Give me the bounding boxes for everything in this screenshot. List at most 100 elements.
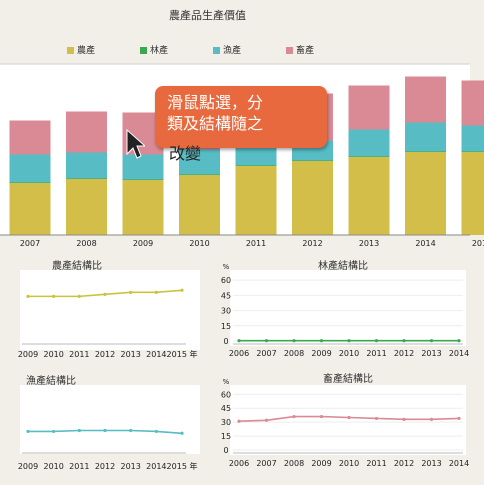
- x-tick-label-2009: 2009: [18, 462, 38, 471]
- bar-segment-2011-2: [235, 145, 277, 166]
- x-tick-label-2010: 2010: [43, 462, 63, 471]
- bar-x-label-2015: 2015: [472, 239, 484, 248]
- bar-segment-2013-0: [348, 157, 390, 235]
- bar-segment-2010-2: [179, 149, 220, 175]
- data-point-2-2009: [319, 339, 324, 343]
- legend-swatch: [213, 47, 220, 54]
- bar-segment-2008-3: [66, 111, 107, 153]
- bar-segment-2010-0: [179, 175, 220, 235]
- x-tick-label-2007: 2007: [256, 349, 276, 358]
- x-tick-label-2012: 2012: [394, 349, 414, 358]
- x-tick-label-2015: 2015 年: [167, 349, 198, 359]
- data-point-2-2006: [237, 339, 241, 343]
- bar-segment-2014-2: [405, 122, 446, 152]
- panel-farm: [20, 270, 200, 350]
- farm-ratio-title: 農產結構比: [52, 261, 102, 272]
- bar-x-label-2011: 2011: [246, 239, 266, 248]
- x-tick-label-2012: 2012: [394, 459, 414, 468]
- data-point-2-2008: [292, 339, 296, 343]
- bar-segment-2010-1: [179, 174, 220, 175]
- legend-swatch: [67, 47, 74, 54]
- x-tick-label-2010: 2010: [339, 459, 359, 468]
- data-point-1-2012: [103, 292, 107, 296]
- bar-segment-2009-0: [122, 180, 164, 235]
- bar-x-label-2009: 2009: [133, 239, 153, 248]
- fishery-ratio-title: 漁產結構比: [26, 376, 76, 387]
- bar-x-label-2007: 2007: [20, 239, 40, 248]
- y-tick-label-15: 15: [221, 322, 231, 331]
- data-point-1-2014: [154, 290, 158, 294]
- y-tick-label-60: 60: [221, 390, 231, 399]
- legend-item-livestock[interactable]: 畜產: [286, 43, 314, 56]
- x-tick-label-2010: 2010: [43, 350, 63, 359]
- x-tick-label-2009: 2009: [18, 350, 38, 359]
- legend-item-farm[interactable]: 農產: [67, 43, 95, 56]
- bar-segment-2008-1: [66, 178, 107, 179]
- bar-segment-2012-0: [292, 161, 333, 235]
- data-point-4-2014: [457, 416, 461, 421]
- bar-segment-2015-2: [461, 125, 484, 152]
- x-tick-label-2013: 2013: [421, 459, 441, 468]
- tooltip-callout: 滑鼠點選，分 類及結構隨之 改變: [155, 86, 327, 163]
- bar-segment-2014-0: [405, 152, 446, 235]
- y-tick-label-30: 30: [221, 307, 231, 316]
- x-tick-label-2011: 2011: [69, 350, 89, 359]
- bar-segment-2014-3: [405, 76, 446, 123]
- bar-segment-2008-0: [66, 179, 107, 235]
- bar-x-label-2014: 2014: [415, 239, 435, 248]
- bar-x-label-2013: 2013: [359, 239, 379, 248]
- bar-segment-2011-1: [235, 165, 277, 166]
- data-point-4-2008: [292, 414, 296, 419]
- data-point-1-2009: [26, 294, 30, 298]
- legend-swatch: [140, 47, 147, 54]
- bar-segment-2011-0: [235, 166, 277, 235]
- bar-segment-2012-1: [292, 160, 333, 161]
- data-point-1-2010: [52, 294, 56, 298]
- bar-segment-2008-2: [66, 152, 107, 179]
- y-tick-label-0: 0: [223, 337, 228, 346]
- data-point-2-2014: [457, 339, 461, 343]
- livestock-ratio-title: 畜產結構比: [323, 374, 373, 385]
- data-point-3-2015: [180, 431, 184, 435]
- x-tick-label-2014: 2014: [146, 350, 166, 359]
- x-tick-label-2006: 2006: [229, 349, 249, 358]
- data-point-4-2006: [237, 419, 241, 423]
- mouse-cursor-icon: [126, 128, 145, 159]
- y-tick-label-45: 45: [221, 404, 231, 413]
- bar-segment-2009-2: [122, 154, 164, 180]
- bar-segment-2015-0: [461, 152, 484, 235]
- x-tick-label-2009: 2009: [311, 459, 331, 468]
- x-tick-label-2013: 2013: [120, 462, 140, 471]
- bar-segment-2013-3: [348, 85, 390, 130]
- chart-title: 農產品生產價值: [169, 9, 246, 22]
- data-point-3-2009: [26, 429, 30, 434]
- x-tick-label-2011: 2011: [69, 462, 89, 471]
- x-tick-label-2011: 2011: [366, 349, 386, 358]
- data-point-4-2007: [264, 418, 269, 422]
- forest-ratio-title: 林產結構比: [318, 261, 368, 272]
- bar-segment-2007-0: [9, 183, 51, 235]
- data-point-4-2009: [319, 414, 324, 419]
- legend-item-forest[interactable]: 林產: [140, 43, 168, 56]
- data-point-1-2011: [77, 294, 81, 298]
- bar-segment-2009-1: [122, 179, 164, 180]
- bar-segment-2013-1: [348, 156, 390, 157]
- legend-item-fishery[interactable]: 漁產: [213, 43, 241, 56]
- x-tick-label-2013: 2013: [120, 350, 140, 359]
- y-tick-label-60: 60: [221, 276, 231, 285]
- data-point-4-2012: [402, 417, 406, 421]
- bar-x-label-2008: 2008: [76, 239, 96, 248]
- y-unit-label: %: [223, 378, 230, 386]
- bar-segment-2007-3: [9, 120, 51, 155]
- bar-x-label-2012: 2012: [302, 239, 322, 248]
- x-tick-label-2008: 2008: [284, 349, 304, 358]
- bar-segment-2015-3: [461, 80, 484, 126]
- y-tick-label-45: 45: [221, 291, 231, 300]
- x-tick-label-2014: 2014: [146, 462, 166, 471]
- x-tick-label-2007: 2007: [256, 459, 276, 468]
- data-point-1-2015: [180, 288, 184, 292]
- x-tick-label-2014: 2014: [449, 459, 469, 468]
- y-tick-label-30: 30: [221, 418, 231, 427]
- x-tick-label-2013: 2013: [421, 349, 441, 358]
